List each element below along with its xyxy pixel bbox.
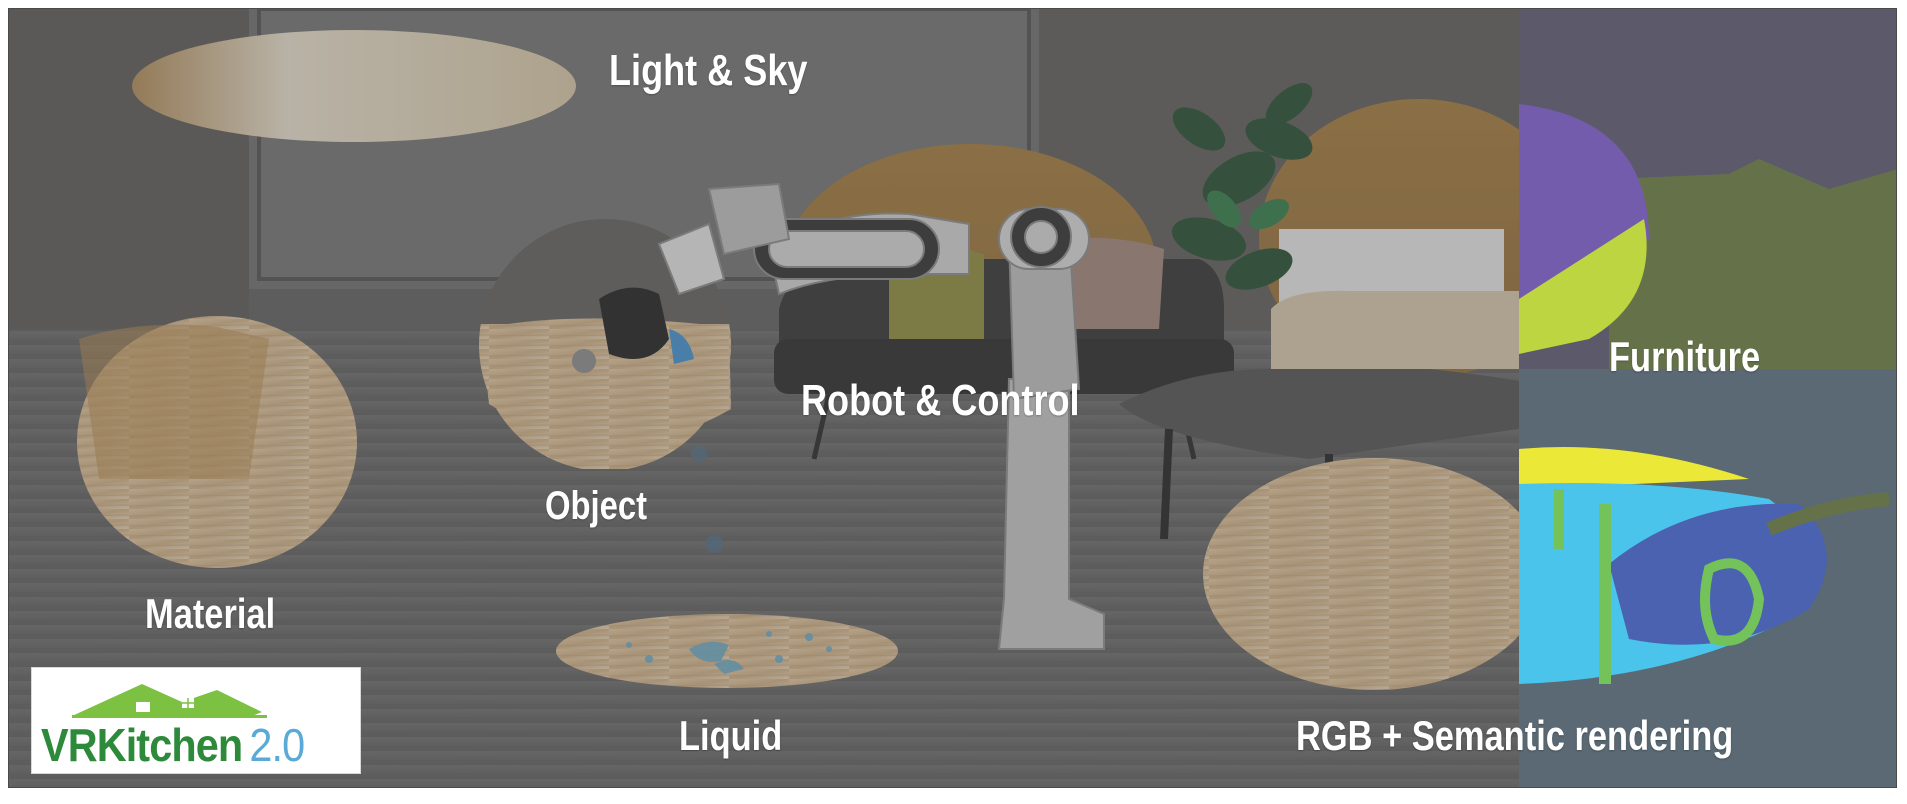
scene-render bbox=[9, 9, 1896, 787]
logo-version: 2.0 bbox=[249, 719, 305, 771]
robot-arm bbox=[657, 182, 1105, 650]
light-sky-ellipse bbox=[132, 30, 576, 142]
house-roof-icon bbox=[72, 684, 267, 718]
label-furniture: Furniture bbox=[1609, 333, 1761, 380]
logo-text: VRKitchen 2.0 bbox=[41, 718, 305, 772]
rgb-ellipse bbox=[1203, 458, 1545, 690]
label-object: Object bbox=[545, 484, 648, 528]
label-material: Material bbox=[145, 590, 276, 637]
label-robot-control: Robot & Control bbox=[801, 376, 1080, 425]
liquid-ellipse bbox=[556, 614, 898, 688]
label-light-sky: Light & Sky bbox=[609, 46, 808, 95]
vrkitchen-logo: VRKitchen 2.0 bbox=[31, 667, 361, 774]
render-figure: Light & Sky Object Robot & Control Furni… bbox=[8, 8, 1897, 788]
label-liquid: Liquid bbox=[679, 712, 783, 759]
logo-name: VRKitchen bbox=[41, 719, 243, 771]
label-rgb-semantic: RGB + Semantic rendering bbox=[1296, 712, 1734, 759]
